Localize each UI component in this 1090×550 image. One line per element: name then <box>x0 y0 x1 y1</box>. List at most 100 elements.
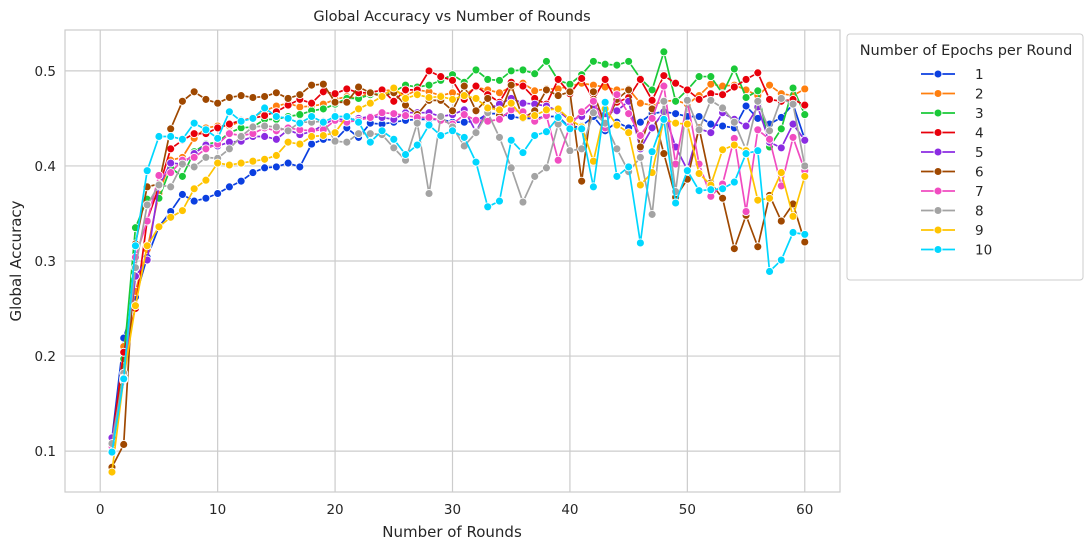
series-9 <box>107 83 810 477</box>
data-point <box>448 94 457 104</box>
data-point <box>753 242 763 252</box>
data-point <box>271 88 281 98</box>
data-point <box>307 98 317 108</box>
data-point <box>800 161 810 171</box>
data-point <box>729 82 739 92</box>
legend-marker <box>933 186 943 196</box>
legend-marker <box>933 225 943 235</box>
data-point <box>213 133 223 143</box>
data-point <box>412 118 422 128</box>
data-point <box>119 374 129 384</box>
data-point <box>659 149 669 159</box>
data-point <box>448 75 457 85</box>
legend-box <box>846 33 1084 281</box>
data-point <box>671 198 681 208</box>
data-point <box>189 196 199 206</box>
data-point <box>788 83 798 93</box>
data-point <box>729 64 739 74</box>
data-point <box>741 121 751 131</box>
data-point <box>189 87 199 97</box>
data-point <box>166 158 176 168</box>
data-point <box>424 80 434 90</box>
data-point <box>166 182 176 192</box>
data-point <box>154 170 164 180</box>
data-point <box>647 123 657 133</box>
data-point <box>541 127 551 137</box>
data-point <box>471 128 481 138</box>
data-point <box>659 71 669 81</box>
data-point <box>201 144 211 154</box>
data-point <box>377 108 387 118</box>
data-point <box>471 93 481 103</box>
data-point <box>201 175 211 185</box>
data-point <box>682 95 692 105</box>
data-point <box>236 91 246 101</box>
data-point <box>189 184 199 194</box>
data-point <box>506 98 516 108</box>
data-point <box>635 142 645 152</box>
data-point <box>706 72 716 82</box>
data-point <box>800 100 810 110</box>
data-point <box>401 111 410 121</box>
data-point <box>471 115 481 125</box>
data-point <box>800 84 810 94</box>
data-point <box>741 207 751 217</box>
data-point <box>788 99 798 109</box>
data-point <box>154 222 164 232</box>
legend-marker <box>933 89 943 98</box>
legend-label: 6 <box>975 165 984 181</box>
data-point <box>694 112 704 121</box>
data-point <box>330 89 340 99</box>
data-point <box>506 135 516 145</box>
data-point <box>271 134 281 144</box>
data-point <box>448 126 457 136</box>
data-point <box>224 107 234 117</box>
data-point <box>177 171 187 181</box>
data-point <box>495 114 504 124</box>
data-point <box>330 97 340 107</box>
data-point <box>224 129 234 139</box>
legend-item: 7 <box>921 184 984 200</box>
data-point <box>659 96 669 106</box>
data-point <box>365 137 375 147</box>
data-point <box>577 124 587 134</box>
data-point <box>201 125 211 135</box>
legend-label: 1 <box>975 67 984 83</box>
data-point <box>107 467 117 477</box>
data-point <box>635 98 645 108</box>
data-point <box>236 116 246 126</box>
data-point <box>495 75 504 85</box>
data-point <box>189 162 199 172</box>
data-point <box>553 155 563 165</box>
x-tick-label: 50 <box>679 502 696 518</box>
data-point <box>776 216 786 226</box>
data-point <box>765 94 774 104</box>
data-point <box>495 105 504 115</box>
data-point <box>389 96 399 106</box>
data-point <box>401 150 410 159</box>
data-point <box>694 169 704 178</box>
data-point <box>189 152 199 162</box>
legend-label: 2 <box>975 87 984 103</box>
data-point <box>436 131 446 140</box>
data-point <box>706 128 716 138</box>
data-point <box>495 196 504 206</box>
data-point <box>800 171 810 181</box>
data-point <box>588 182 598 192</box>
data-point <box>553 91 563 101</box>
data-point <box>401 93 410 103</box>
data-point <box>436 72 446 82</box>
x-tick-label: 40 <box>561 502 578 518</box>
y-tick-label: 0.1 <box>35 444 56 460</box>
series-4 <box>107 66 810 447</box>
legend-item: 1 <box>921 67 984 83</box>
data-point <box>307 80 317 90</box>
data-point <box>553 104 563 114</box>
data-point <box>201 193 211 203</box>
data-point <box>459 110 469 120</box>
data-point <box>365 129 375 139</box>
legend-item: 6 <box>921 165 984 181</box>
data-point <box>177 206 187 216</box>
legend-label: 9 <box>975 223 984 239</box>
data-point <box>612 90 622 100</box>
